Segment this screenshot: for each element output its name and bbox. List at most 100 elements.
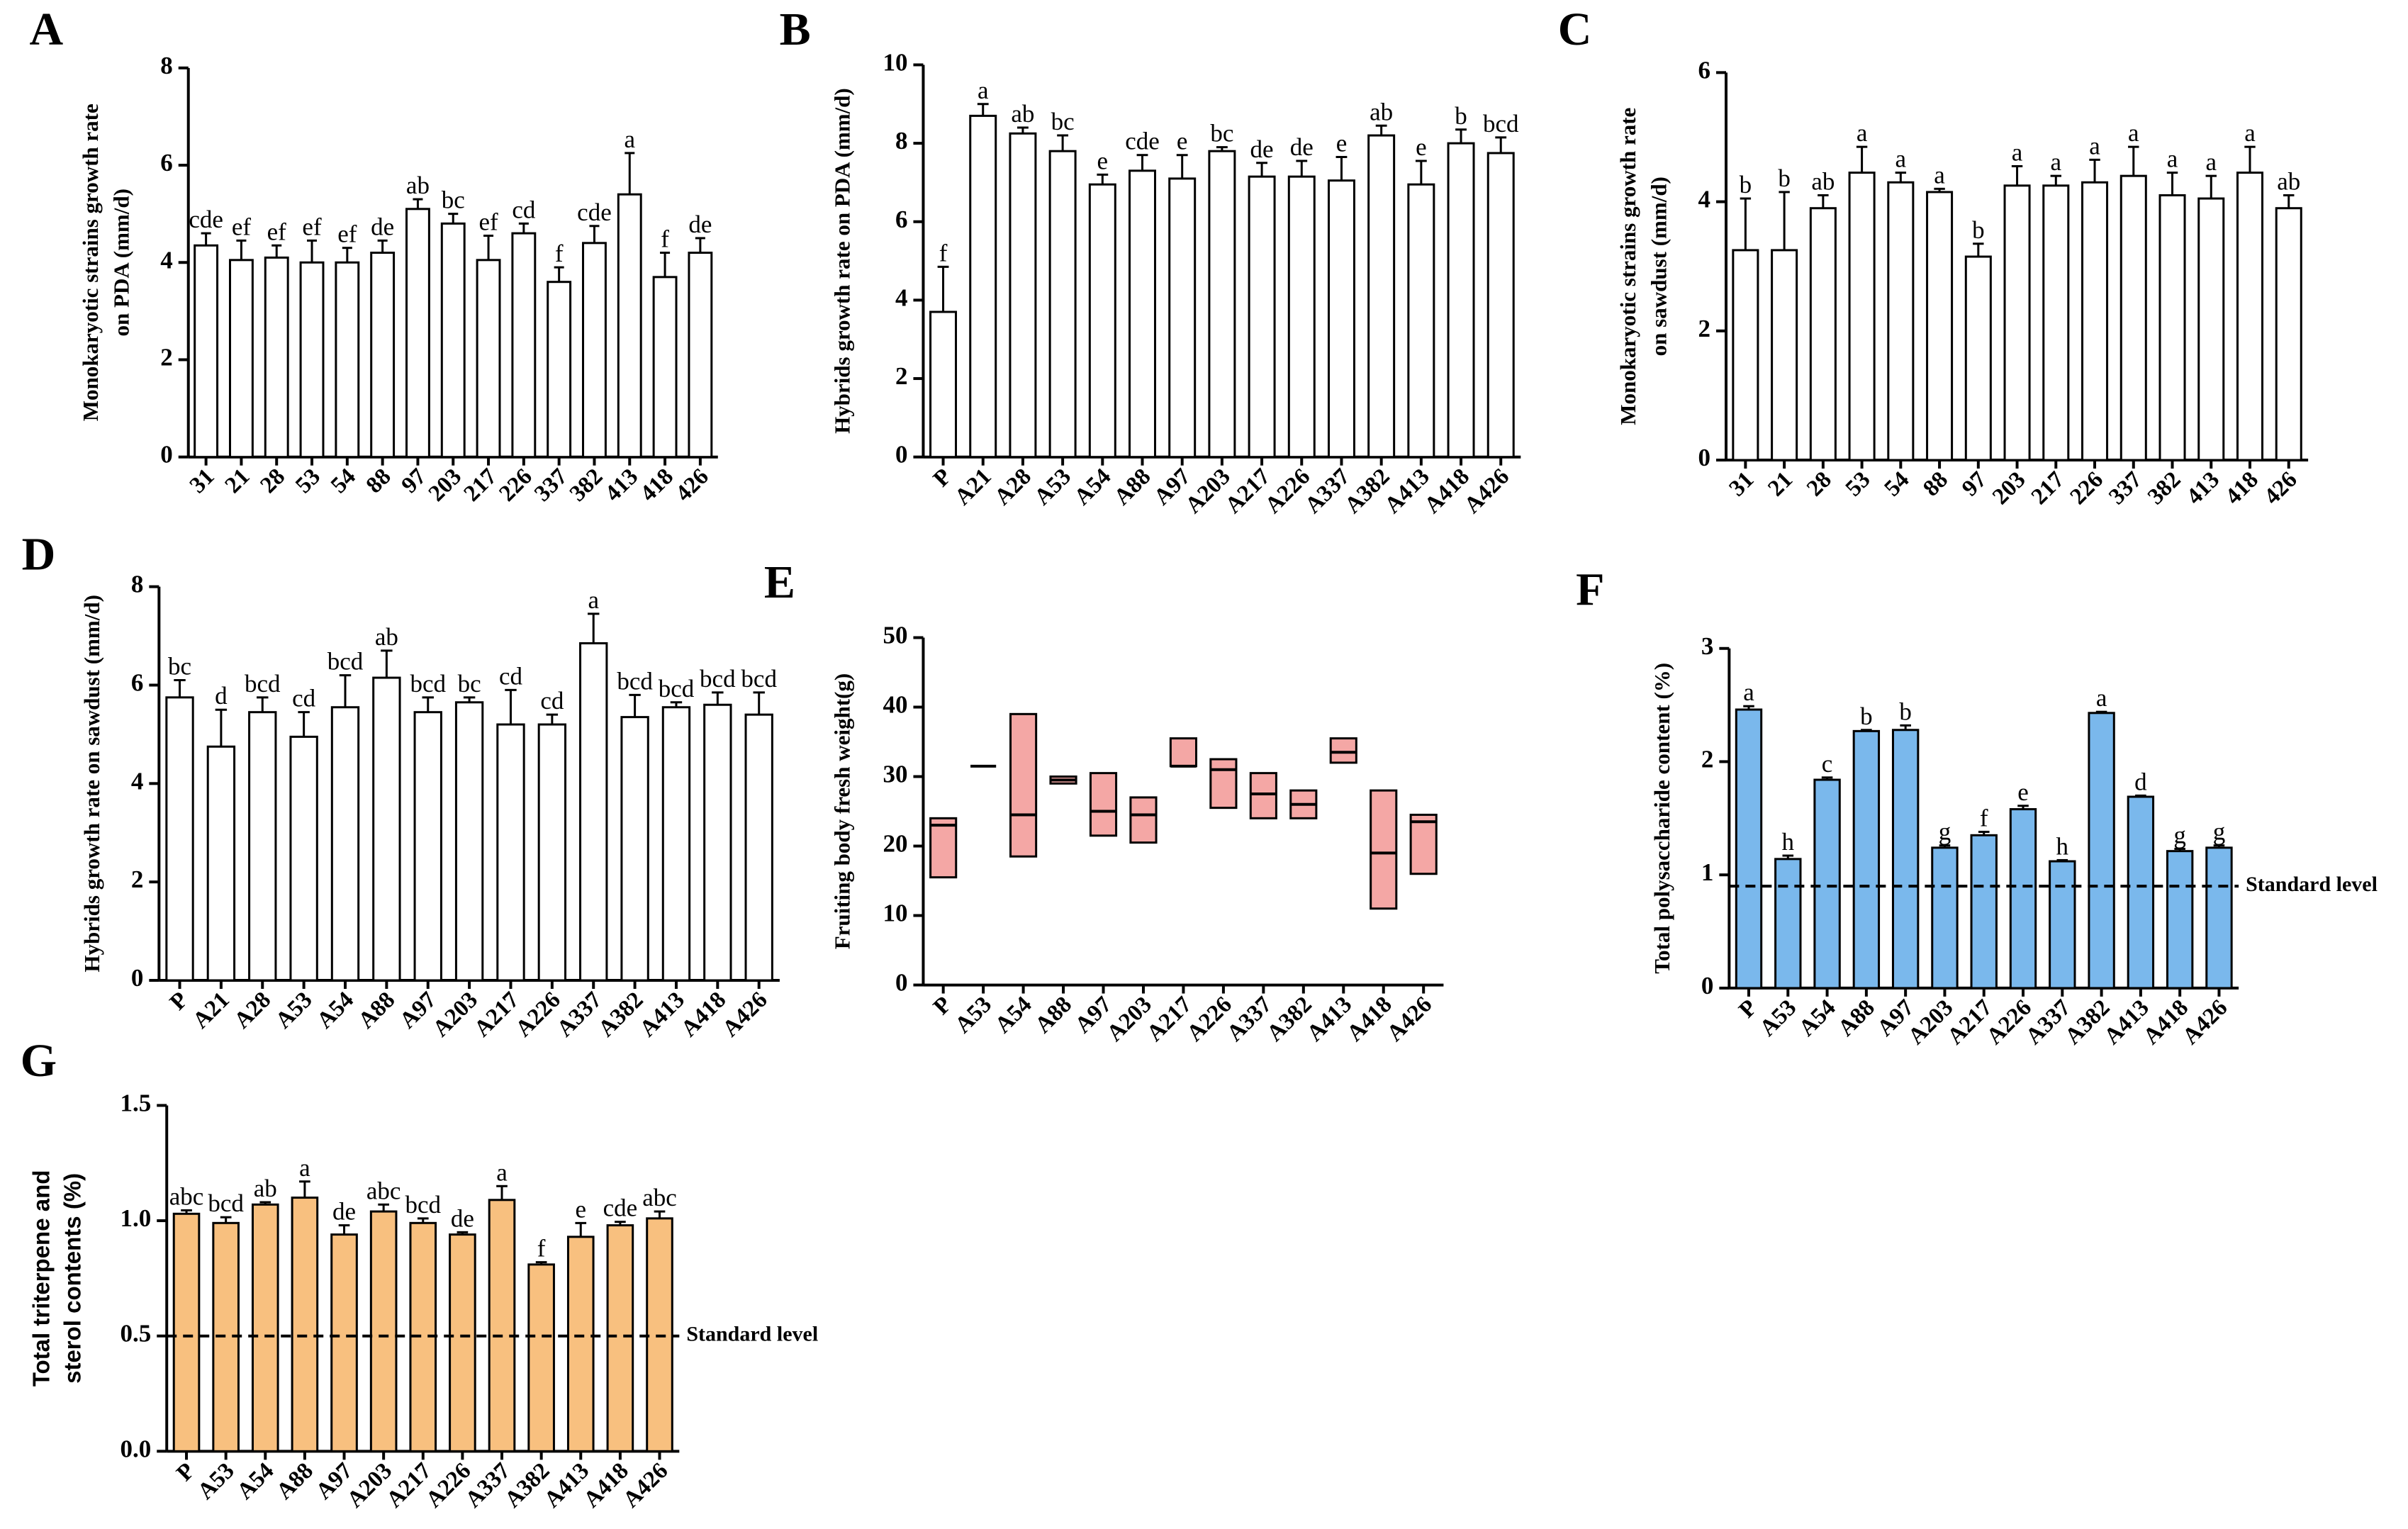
x-tick-label: 413 [2182,467,2224,510]
significance-letter: e [1416,133,1427,161]
bar [1129,169,1156,459]
x-tick-label: 226 [494,464,537,506]
y-tick-label: 4 [895,284,908,311]
significance-letter: bcd [700,665,736,693]
x-tick-label: A88 [1833,995,1880,1041]
significance-letter: ab [406,172,430,199]
significance-letter: a [2089,132,2100,159]
bar [2127,795,2155,990]
panel-label: C [1558,4,1592,55]
significance-letter: abc [642,1184,677,1211]
significance-letter: ab [1011,100,1034,128]
significance-letter: cde [577,198,612,226]
y-axis-label: sterol contents (%) [59,1173,85,1384]
bar [289,735,318,982]
panel-label: B [780,4,811,55]
bar [1931,846,1959,990]
x-tick-label: A54 [1070,464,1116,510]
y-axis-label: Total polysaccharide content (%) [1650,663,1674,974]
y-axis-label: Hybrids growth rate on PDA (mm/d) [829,88,854,434]
bar [1367,134,1396,459]
bar [579,642,608,982]
y-tick-label: 40 [883,691,907,719]
y-tick-label: 0.5 [120,1320,151,1348]
y-axis-label: on PDA (mm/d) [108,189,133,336]
significance-letter: f [661,225,669,253]
bar [488,1199,516,1452]
x-tick-label: A418 [1420,464,1474,518]
y-tick-label: 10 [883,49,907,77]
bar [2166,850,2194,990]
bar [1774,858,1802,990]
bar [1088,183,1116,459]
y-tick-label: 0 [160,441,173,469]
significance-letter: cde [189,206,223,233]
significance-letter: cde [1125,128,1160,155]
significance-letter: bc [168,653,191,681]
x-tick-label: A88 [1109,464,1156,510]
x-tick-label: A418 [676,987,731,1042]
significance-letter: abc [169,1182,204,1210]
significance-letter: a [1895,145,1907,173]
y-tick-label: 2 [131,866,144,893]
bar [537,723,567,982]
significance-letter: de [1290,133,1314,161]
bar [547,281,572,459]
x-tick-label: 418 [2221,467,2263,510]
x-tick-label: 88 [1918,467,1953,502]
x-tick-label: A203 [342,1458,397,1513]
panel-label: A [30,4,64,55]
bar [1887,181,1915,461]
y-tick-label: 0 [1701,972,1714,999]
x-tick-label: A413 [1302,992,1357,1046]
y-axis-label: Monokaryotic strains growth rate [78,103,103,421]
bar [2205,846,2233,990]
bar [1447,142,1475,459]
y-tick-label: 6 [895,206,908,233]
bar [372,676,401,982]
x-tick-label: A413 [539,1458,594,1513]
y-tick-label: 0.0 [120,1435,151,1462]
range-box [929,817,958,879]
bar [413,711,442,982]
x-tick-label: A418 [2139,995,2193,1049]
panel: A 0 2 4 6 8 Monokaryotic strains growth rate on… [30,4,718,507]
x-tick-label: P [172,1458,200,1486]
significance-letter: bcd [245,670,281,698]
x-tick-label: 97 [397,464,432,498]
bar [291,1197,319,1452]
x-tick-label: A88 [354,987,401,1034]
bar [1327,179,1355,459]
bar [1735,708,1763,990]
significance-letter: bcd [405,1191,441,1219]
y-tick-label: 8 [895,127,908,155]
bar [454,701,484,982]
x-tick-label: A426 [717,987,772,1042]
x-tick-label: 418 [636,464,678,506]
x-tick-label: A54 [233,1458,279,1505]
y-axis-label: Monokaryotic strains growth rate [1615,108,1640,425]
significance-letter: b [1455,102,1467,130]
x-tick-label: A418 [579,1458,634,1513]
significance-letter: e [1097,147,1109,174]
y-axis-label: Total triterpene and [28,1170,55,1387]
y-tick-label: 8 [160,52,173,79]
bar [1970,834,1998,990]
x-tick-label: A53 [1755,995,1802,1041]
x-tick-label: P [1734,995,1762,1023]
bar [1891,729,1920,990]
significance-letter: de [371,213,394,240]
x-tick-label: A203 [1102,992,1157,1046]
y-axis-label: Hybrids growth rate on sawdust (mm/d) [79,595,104,972]
bar [1852,729,1881,990]
x-tick-label: A226 [1982,995,2037,1049]
significance-letter: a [2244,119,2256,147]
bar [582,242,607,459]
panel-label: D [22,529,56,581]
significance-letter: a [978,77,989,104]
y-axis-label: on sawdust (mm/d) [1647,177,1671,356]
x-tick-label: A382 [1262,992,1317,1046]
panel: E 0 10 20 30 40 50 Fruiting body fresh weight(g… [764,556,1444,1046]
x-tick-label: 426 [671,464,713,506]
x-tick-label: A217 [1142,992,1197,1046]
